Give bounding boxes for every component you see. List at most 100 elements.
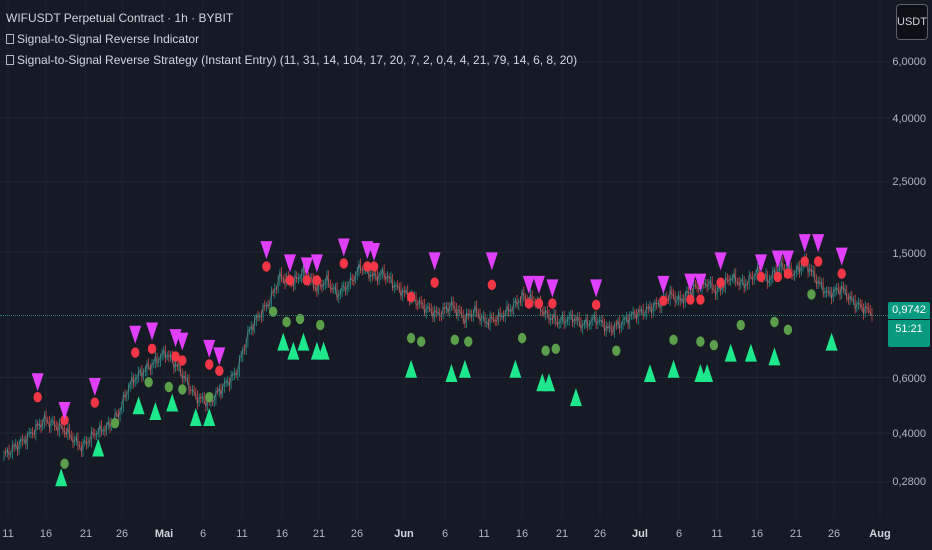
bull-signal-dot — [450, 334, 460, 346]
y-tick: 4,0000 — [892, 113, 926, 125]
bear-signal-dot — [90, 397, 100, 408]
buy-arrow-icon — [445, 364, 458, 383]
bull-signal-dot — [612, 345, 621, 356]
bear-signal-dot — [302, 275, 311, 286]
sell-arrow-icon — [58, 402, 71, 421]
bull-signal-dot — [807, 289, 816, 300]
bull-signal-dot — [783, 324, 793, 336]
buy-arrow-icon — [55, 468, 68, 487]
legend-strategy: Signal-to-Signal Reverse Strategy (Insta… — [17, 53, 578, 67]
sell-arrow-icon — [812, 234, 825, 253]
bear-signal-dot — [696, 294, 705, 305]
legend-strategy-line[interactable]: Signal-to-Signal Reverse Strategy (Insta… — [6, 50, 577, 71]
sell-arrow-icon — [213, 347, 226, 366]
y-tick: 0,2800 — [892, 476, 926, 488]
bull-signal-dot — [669, 334, 678, 346]
current-price-line — [0, 315, 890, 317]
bull-signal-dot — [164, 381, 174, 393]
bear-signal-dot — [131, 347, 140, 358]
bear-signal-dot — [178, 355, 187, 366]
sell-arrow-icon — [283, 254, 296, 273]
bull-signal-dot — [268, 306, 278, 317]
sell-arrow-icon — [590, 279, 603, 298]
bear-signal-dot — [773, 271, 782, 283]
x-tick-month: Jun — [394, 528, 414, 540]
sell-arrow-icon — [310, 254, 323, 273]
buy-arrow-icon — [287, 341, 300, 360]
y-tick: 1,5000 — [892, 248, 926, 260]
bear-signal-dot — [813, 256, 823, 267]
bull-signal-dot — [110, 418, 120, 429]
buy-arrow-icon — [297, 332, 310, 351]
buy-arrow-icon — [643, 364, 656, 383]
bull-signal-dot — [416, 336, 426, 347]
sell-arrow-icon — [546, 279, 559, 298]
sell-arrow-icon — [176, 332, 189, 351]
buy-arrow-icon — [149, 402, 162, 421]
legend-indicator-line[interactable]: Signal-to-Signal Reverse Indicator — [6, 29, 577, 50]
sell-arrow-icon — [146, 322, 159, 341]
bear-signal-dot — [60, 414, 69, 426]
sell-arrow-icon — [798, 234, 811, 253]
bull-signal-dot — [295, 313, 305, 325]
bear-signal-dot — [534, 298, 544, 309]
buy-arrow-icon — [132, 396, 145, 415]
bull-signal-dot — [406, 332, 416, 344]
x-tick: 16 — [515, 528, 529, 540]
bull-signal-dot — [144, 376, 153, 388]
bear-signal-dot — [215, 365, 224, 377]
x-tick: 11 — [236, 528, 248, 540]
bear-signal-dot — [430, 277, 439, 288]
bear-signal-dot — [147, 343, 157, 355]
bear-signal-dot — [339, 258, 348, 269]
x-tick: 21 — [312, 528, 326, 540]
buy-arrow-icon — [277, 332, 290, 351]
bull-signal-dot — [60, 458, 69, 469]
bull-signal-dot — [541, 345, 550, 356]
x-tick: 6 — [675, 528, 683, 540]
bar-countdown-label: 51:21 — [888, 320, 930, 347]
x-tick: 11 — [2, 528, 14, 540]
sell-arrow-icon — [694, 273, 707, 292]
x-tick: 26 — [350, 528, 364, 540]
bear-signal-dot — [686, 294, 695, 305]
buy-arrow-icon — [405, 359, 418, 378]
sell-arrow-icon — [129, 325, 142, 344]
bull-signal-dot — [696, 336, 705, 347]
time-axis[interactable]: 11 16 21 26 Mai 6 11 16 21 26 Jun 6 11 1… — [0, 518, 932, 550]
buy-arrow-icon — [189, 407, 202, 426]
x-tick: 21 — [79, 528, 93, 540]
buy-arrow-icon — [166, 393, 179, 412]
legend-indicator: Signal-to-Signal Reverse Indicator — [17, 32, 200, 46]
chart-pane[interactable] — [0, 0, 932, 518]
buy-arrow-icon — [92, 438, 105, 457]
bear-signal-dot — [262, 261, 271, 272]
buy-arrow-icon — [317, 341, 330, 360]
sell-arrow-icon — [428, 252, 441, 271]
bear-signal-dot — [548, 298, 557, 309]
price-axis[interactable]: 6,0000 4,0000 2,5000 1,5000 0,6000 0,400… — [886, 0, 932, 518]
currency-unit-button[interactable]: USDT — [896, 4, 928, 40]
buy-arrow-icon — [543, 373, 556, 392]
bear-signal-dot — [800, 256, 809, 267]
sell-arrow-icon — [835, 247, 848, 266]
x-tick: 16 — [275, 528, 289, 540]
x-tick: 6 — [441, 528, 449, 540]
buy-arrow-icon — [667, 359, 680, 378]
bear-signal-dot — [33, 391, 42, 403]
sell-arrow-icon — [522, 275, 535, 294]
x-tick: 21 — [555, 528, 569, 540]
sell-arrow-icon — [657, 275, 670, 294]
y-tick: 0,4000 — [892, 428, 926, 440]
chart-legend: WIFUSDT Perpetual Contract · 1h · BYBIT … — [6, 8, 577, 71]
bear-signal-dot — [285, 275, 295, 286]
bear-signal-dot — [659, 295, 668, 307]
sell-arrow-icon — [337, 238, 350, 257]
buy-arrow-icon — [768, 347, 781, 366]
sell-arrow-icon — [754, 254, 767, 273]
bull-signal-dot — [464, 336, 473, 347]
legend-symbol-line[interactable]: WIFUSDT Perpetual Contract · 1h · BYBIT — [6, 8, 577, 29]
x-tick: 11 — [478, 528, 490, 540]
sell-arrow-icon — [300, 257, 313, 276]
